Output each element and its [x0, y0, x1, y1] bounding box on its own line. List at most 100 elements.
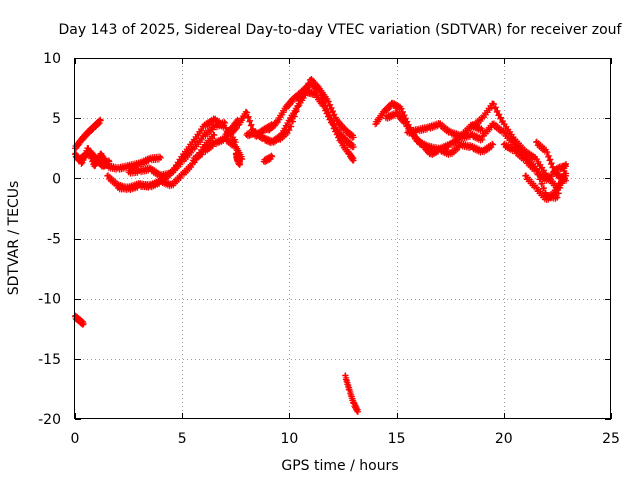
data-point: [331, 111, 338, 118]
plot-frame: [74, 58, 611, 419]
y-axis-label: SDTVAR / TECUs: [6, 181, 22, 296]
data-point: [554, 194, 561, 201]
x-tick-label: 25: [602, 431, 620, 447]
x-tick-label: 5: [178, 431, 187, 447]
data-point: [269, 153, 276, 160]
series-arc-d: [104, 153, 164, 173]
tick-labels: 0 5 10 15 20 25 -20 -15 -10 -5 0 5 10: [38, 51, 620, 447]
grid: [75, 58, 611, 419]
data-point: [245, 113, 252, 120]
data-point: [544, 149, 551, 156]
data-point: [491, 101, 497, 107]
data-point: [286, 127, 293, 134]
series-arc-v: [522, 170, 569, 203]
data-point: [246, 118, 253, 125]
y-tick-label: 5: [52, 111, 61, 127]
data-point: [289, 99, 296, 105]
data-point: [563, 170, 569, 177]
data-point: [280, 109, 287, 116]
data-point: [494, 107, 501, 114]
data-point: [400, 108, 406, 115]
series-arc-o: [260, 152, 276, 166]
data-point: [188, 164, 195, 171]
data-point: [80, 320, 87, 327]
data-point: [563, 177, 569, 184]
x-axis-label: GPS time / hours: [281, 458, 398, 474]
data-point: [330, 108, 336, 115]
x-tick-label: 20: [495, 431, 513, 447]
data-point: [555, 190, 562, 197]
series-arc-q: [382, 109, 497, 158]
data-point: [302, 88, 309, 95]
series-arc-j: [232, 150, 244, 168]
data-point: [539, 180, 546, 187]
data-point: [350, 134, 357, 141]
series-arc-n: [275, 76, 357, 143]
data-point: [305, 80, 312, 87]
chart-title: Day 143 of 2025, Sidereal Day-to-day VTE…: [59, 22, 623, 38]
data-point: [490, 141, 497, 148]
data-point: [157, 154, 164, 161]
y-tick-label: -5: [47, 232, 61, 248]
series-arc-w: [533, 138, 569, 184]
data-point: [237, 160, 244, 167]
x-tick-label: 10: [280, 431, 298, 447]
data-point: [304, 84, 311, 91]
data-point: [177, 157, 184, 164]
data-point: [295, 103, 302, 110]
data-points: [72, 76, 569, 415]
series-arc-c: [78, 145, 111, 170]
data-point: [198, 127, 205, 134]
data-point: [188, 149, 195, 156]
data-point: [325, 98, 332, 105]
y-tick-label: 10: [43, 51, 61, 67]
data-point: [498, 114, 505, 121]
data-point: [244, 114, 251, 121]
data-point: [211, 132, 218, 138]
data-point: [550, 163, 557, 170]
data-point: [379, 112, 386, 119]
y-tick-label: 0: [52, 171, 61, 187]
data-point: [562, 162, 569, 169]
data-point: [244, 109, 251, 116]
y-tick-label: -20: [38, 412, 61, 428]
data-point: [177, 175, 184, 181]
data-point: [545, 152, 552, 159]
data-point: [300, 91, 307, 98]
data-point: [350, 144, 357, 150]
data-point: [548, 160, 555, 167]
series-arc-a: [72, 116, 104, 152]
data-point: [288, 123, 295, 130]
data-point: [188, 143, 195, 150]
data-point: [563, 163, 569, 170]
data-point: [328, 104, 335, 111]
data-point: [247, 122, 254, 129]
data-point: [268, 152, 275, 159]
data-point: [298, 95, 305, 102]
data-point: [198, 136, 205, 143]
data-point: [291, 113, 298, 120]
data-point: [496, 111, 503, 118]
x-tick-label: 0: [71, 431, 80, 447]
data-point: [541, 185, 547, 191]
y-tick-label: -15: [38, 352, 61, 368]
data-point: [456, 144, 463, 151]
data-point: [290, 118, 296, 125]
x-tick-label: 15: [388, 431, 406, 447]
data-point: [554, 186, 561, 193]
data-point: [209, 135, 216, 142]
data-point: [296, 98, 303, 105]
series-low-b: [342, 372, 361, 415]
data-point: [293, 108, 300, 115]
data-point: [350, 157, 357, 164]
data-point: [492, 104, 499, 111]
data-point: [248, 121, 255, 128]
data-point: [247, 117, 254, 124]
data-point: [398, 105, 405, 112]
series-low-a: [72, 312, 87, 328]
data-point: [97, 117, 104, 124]
data-point: [322, 102, 329, 109]
data-point: [82, 133, 89, 140]
data-point: [547, 156, 554, 163]
